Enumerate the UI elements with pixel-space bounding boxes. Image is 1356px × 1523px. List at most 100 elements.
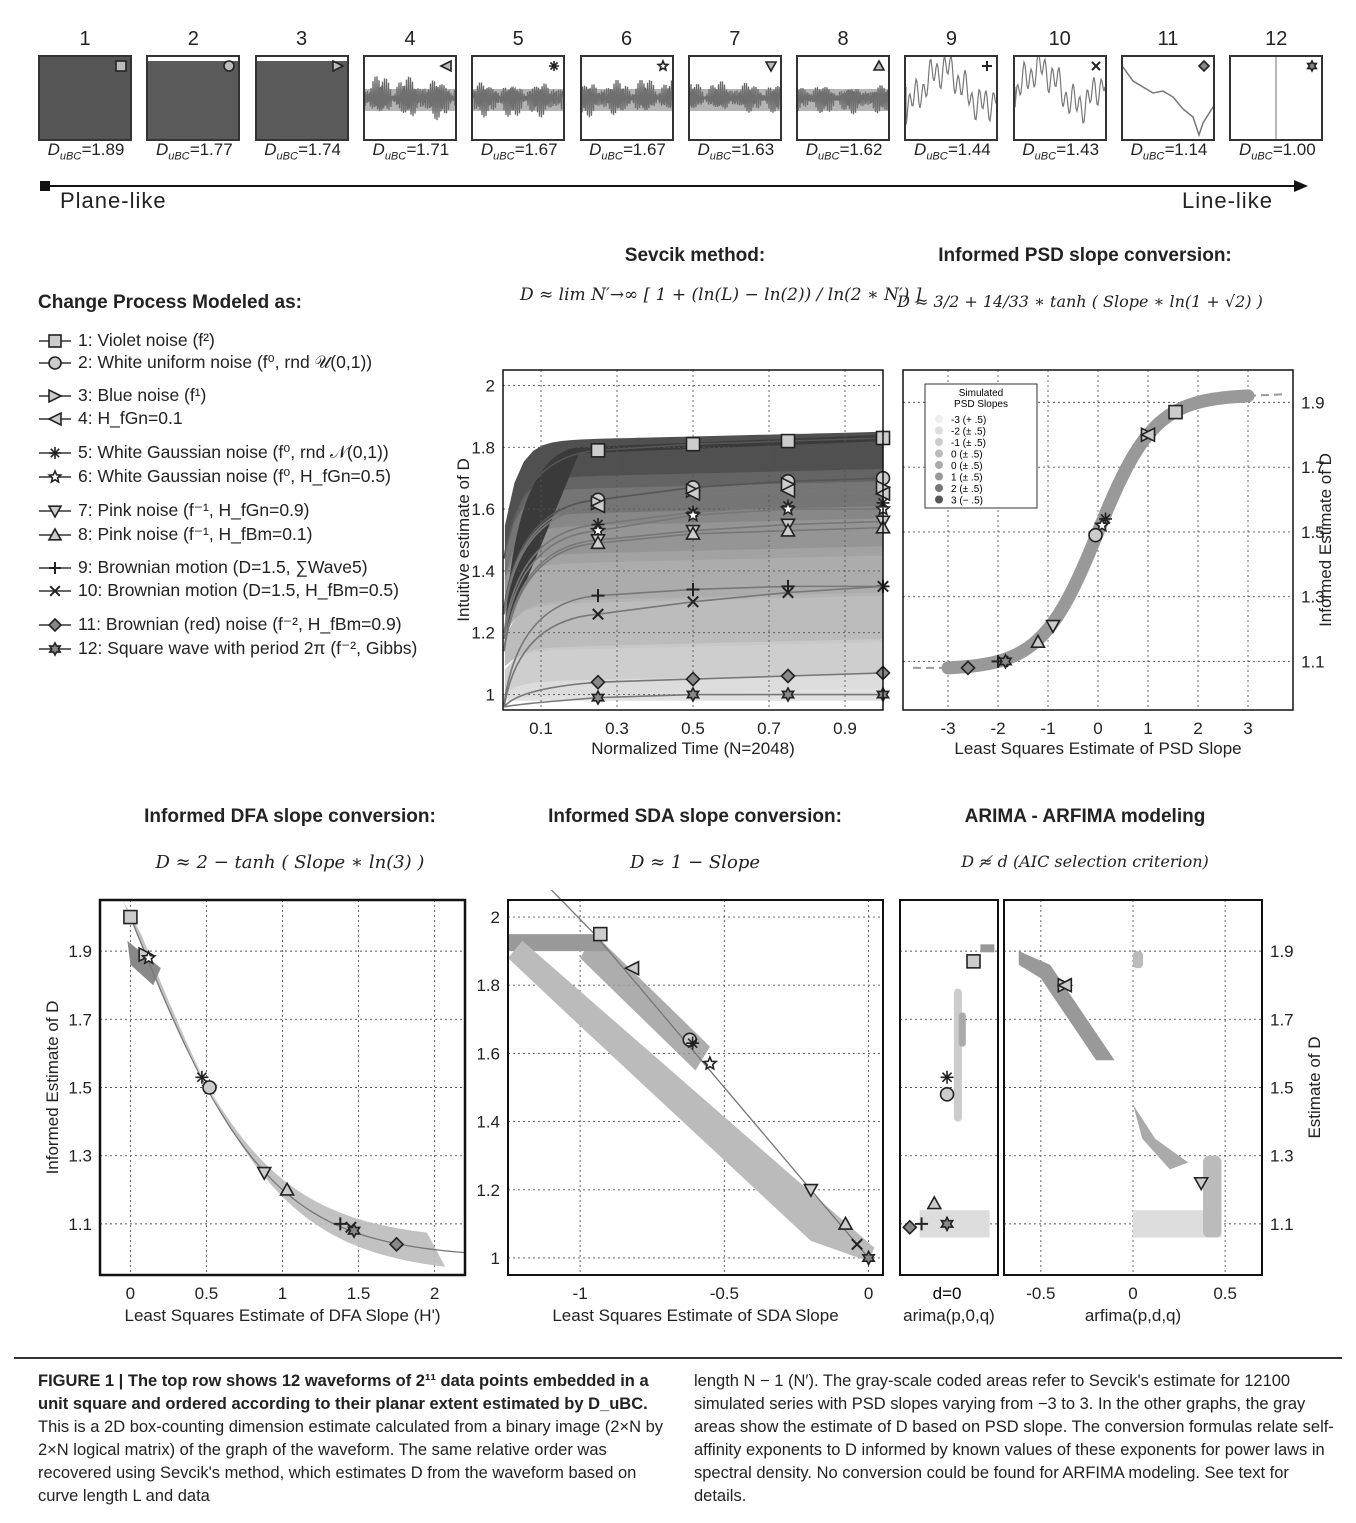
svg-text:Simulated: Simulated (959, 388, 1003, 399)
dubc-value: DuBC=1.63 (697, 140, 775, 163)
x-tick-label: 0.7 (757, 719, 781, 738)
line-like-label: Line-like (1182, 188, 1273, 213)
cross-marker (851, 1238, 863, 1251)
star-marker (655, 58, 670, 72)
dfa-curve (129, 916, 466, 1254)
plus-marker (781, 579, 795, 593)
psd-legend-entry: 3 (− .5) (951, 496, 983, 507)
tri-left-marker (623, 960, 640, 976)
waveform-number: 4 (404, 28, 416, 50)
square-marker (780, 433, 796, 449)
y-tick-label: 1.9 (68, 942, 92, 961)
dubc-number: 1.67 (524, 140, 558, 159)
y-tick-label: 1.1 (68, 1215, 92, 1234)
y-tick-label: 1.3 (1301, 588, 1325, 607)
legend-item: 10: Brownian motion (D=1.5, H_fBm=0.5) (38, 580, 399, 601)
tri-left-marker (684, 485, 701, 502)
dubc-symbol: DuBC (155, 140, 190, 163)
x-axis-label: arfima(p,d,q) (1085, 1306, 1181, 1325)
caption-text-1: This is a 2D box-counting dimension esti… (38, 1418, 664, 1505)
plus-marker (591, 589, 605, 603)
arima-chart: d=0 arima(p,0,q) (899, 899, 999, 1325)
star-marker (140, 949, 157, 965)
y-tick-label: 2 (486, 376, 495, 395)
sevcik-chart: 0.1 0.3 0.5 0.7 0.9 1 1.2 1.4 1.6 1.8 2 Normalized … (455, 369, 892, 758)
tri-down-marker (764, 61, 778, 73)
diamond-marker (47, 617, 63, 632)
legend-title: Change Process Modeled as: (38, 292, 302, 313)
x-tick-label: 0 (1093, 719, 1102, 738)
waveform-number: 6 (620, 28, 633, 50)
dubc-symbol: DuBC (1022, 140, 1057, 163)
dubc-number: 1.77 (199, 140, 233, 159)
y-axis-label: Intuitive estimate of D (455, 458, 473, 621)
tri-down-marker (1193, 1176, 1210, 1192)
plane-line-axis (40, 180, 1308, 192)
star-marker (684, 506, 702, 523)
y-tick-label: 1.8 (478, 976, 500, 995)
legend-item: 2: White uniform noise (f⁰, rnd 𝒰(0,1)) (38, 352, 372, 373)
x-tick-label: 1.5 (347, 1284, 371, 1303)
x-tick-label: 0.5 (1213, 1284, 1237, 1303)
tri-up-marker (685, 525, 701, 540)
dubc-symbol: DuBC (264, 140, 298, 163)
asterisk-marker (686, 1036, 700, 1050)
dubc-number: 1.71 (416, 140, 450, 159)
tri-down-marker (47, 504, 63, 519)
hexstar-marker (590, 689, 606, 706)
waveform-thumbnail (362, 55, 457, 141)
x-tick-label: 0.5 (195, 1284, 219, 1303)
y-tick-label: 1.7 (1301, 458, 1325, 477)
dubc-symbol: DuBC (589, 140, 623, 163)
dubc-number: 1.00 (1282, 140, 1316, 159)
dubc-value: DuBC=1.43 (1022, 140, 1100, 163)
waveform-thumbnail (796, 55, 891, 141)
dubc-value: DuBC=1.74 (264, 140, 341, 163)
x-tick-label: 0.5 (681, 719, 705, 738)
circle-marker (223, 60, 236, 72)
y-tick-label: 1.6 (478, 1044, 500, 1063)
hexstar-icon (39, 640, 71, 657)
diamond-marker (902, 1219, 918, 1235)
legend-item: 1: Violet noise (f²) (38, 330, 215, 351)
waveform-thumbnail (1121, 55, 1215, 141)
cross-marker (1090, 61, 1101, 71)
hexstar-marker (48, 640, 62, 657)
hexstar-marker (780, 686, 796, 703)
dubc-symbol: DuBC (372, 140, 407, 163)
cross-marker (49, 584, 61, 597)
asterisk-marker (195, 1070, 209, 1084)
x-axis-label: Least Squares Estimate of PSD Slope (954, 739, 1241, 758)
y-tick-label: 1.6 (471, 500, 495, 519)
asterisk-marker (940, 1070, 954, 1084)
waveform-number: 1 (79, 28, 91, 50)
legend-item: 5: White Gaussian noise (f⁰, rnd 𝒩(0,1)) (38, 442, 389, 463)
legend-item-label: 7: Pink noise (f⁻¹, H_fGn=0.9) (78, 500, 310, 520)
legend-item-label: 3: Blue noise (f¹) (78, 385, 207, 405)
legend-item-label: 2: White uniform noise (f⁰, rnd 𝒰(0,1)) (78, 352, 373, 372)
legend-item-label: 10: Brownian motion (D=1.5, H_fBm=0.5) (78, 580, 399, 600)
tri-down-marker (1045, 619, 1061, 634)
diamond-marker (590, 674, 606, 690)
dubc-value: DuBC=1.62 (805, 140, 883, 163)
waveform-number: 11 (1157, 28, 1179, 50)
tri-right-marker (48, 388, 63, 403)
cross-marker (687, 595, 699, 608)
dubc-number: 1.14 (1174, 140, 1208, 159)
y-tick-label: 2 (491, 908, 500, 927)
star-marker (1093, 516, 1111, 533)
x-tick-label: 0 (1128, 1284, 1137, 1303)
sda-chart: -1 -0.5 0 1 1.2 1.4 1.6 1.8 2 Least Squares Estim… (478, 890, 884, 1325)
dubc-value: DuBC=1.14 (1130, 140, 1208, 163)
arfima-chart: -0.5 0 0.5 1.1 1.3 1.5 1.7 1.9 arfima(p,d,q) Esti… (1003, 899, 1324, 1325)
square-marker (48, 333, 62, 348)
dfa-formula: D ≈ 2 − tanh ( Slope ∗ ln(3) ) (155, 852, 425, 873)
sevcik-title: Sevcik method: (624, 245, 766, 266)
diamond-marker (960, 660, 976, 676)
psd-legend-entry: 0 (± .5) (951, 450, 983, 461)
square-marker (590, 443, 606, 458)
dubc-value: DuBC=1.89 (47, 140, 125, 163)
arima-formula: D ≉ d (AIC selection criterion) (961, 852, 1209, 871)
dubc-value: DuBC=1.71 (372, 140, 450, 163)
